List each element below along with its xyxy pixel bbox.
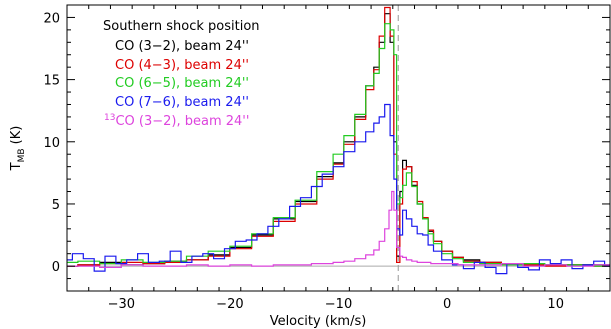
y-axis-label-main: T — [9, 162, 24, 171]
y-tick-label: 10 — [43, 136, 60, 151]
legend-entry-isotope: 13 — [104, 113, 115, 123]
legend-title: Southern shock position — [103, 19, 260, 34]
y-tick-label: 0 — [52, 260, 60, 275]
axis-ticks — [66, 4, 611, 292]
x-tick-label: 0 — [443, 297, 451, 312]
series-line-3 — [67, 103, 610, 275]
plot-frame — [66, 4, 611, 292]
x-tick-label: −20 — [216, 297, 243, 312]
y-tick-label: 20 — [43, 11, 60, 26]
y-axis-label-sub: MB — [17, 148, 27, 162]
legend-entry: CO (6−5), beam 24'' — [115, 76, 249, 91]
x-axis-label: Velocity (km/s) — [270, 314, 367, 329]
legend-entry: CO (3−2), beam 24'' — [115, 39, 249, 54]
x-tick-label: 10 — [547, 297, 564, 312]
legend-entry: CO (7−6), beam 24'' — [115, 95, 249, 110]
x-tick-label: −30 — [108, 297, 135, 312]
legend: Southern shock position CO (3−2), beam 2… — [103, 19, 260, 129]
legend-entry: CO (4−3), beam 24'' — [115, 58, 249, 73]
series-layer — [67, 6, 610, 275]
series-line-2 — [67, 23, 610, 267]
x-tick-label: −10 — [325, 297, 352, 312]
y-axis-label-unit: (K) — [9, 126, 24, 149]
series-line-4 — [67, 190, 610, 268]
y-axis-label: TMB (K) — [9, 126, 27, 172]
y-tick-label: 5 — [52, 198, 60, 213]
legend-entry-13co: 13CO (3−2), beam 24'' — [104, 113, 249, 129]
legend-entry-label: CO (3−2), beam 24'' — [115, 114, 249, 129]
y-tick-label: 15 — [43, 74, 60, 89]
tick-labels: −30 −20 −10 0 10 0 5 10 15 20 — [43, 11, 564, 312]
